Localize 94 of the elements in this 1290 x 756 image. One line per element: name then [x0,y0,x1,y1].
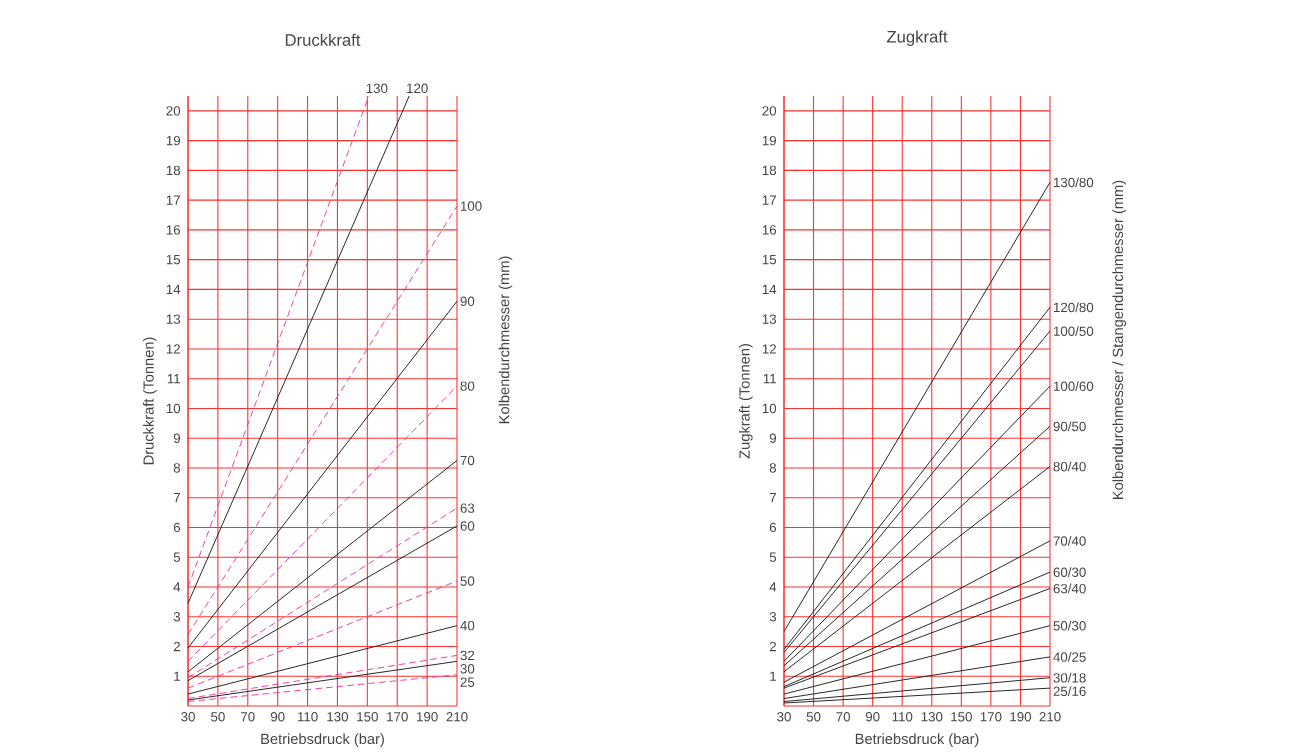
series-label: 70 [460,455,475,466]
y2-axis-title: Kolbendurchmesser (mm) [498,256,513,424]
series-label: 120/80 [1053,302,1094,313]
y-tick-label: 9 [769,433,777,443]
x-tick-label: 30 [181,712,195,722]
y-tick-label: 19 [762,135,777,146]
x-tick-label: 70 [836,712,851,722]
y-tick-label: 13 [166,314,181,324]
x-tick-label: 170 [387,712,408,722]
series-label: 100 [460,201,482,211]
y-tick-label: 18 [762,165,777,176]
y-tick-label: 17 [166,195,180,205]
y-tick-label: 3 [769,612,777,622]
y-tick-label: 11 [167,374,180,384]
series-label: 63 [460,503,475,513]
x-axis-title: Betriebsdruck (bar) [855,733,979,747]
x-tick-label: 110 [297,712,318,722]
y-tick-label: 16 [166,225,181,235]
y-tick-label: 4 [173,582,181,592]
y-tick-label: 1 [174,671,180,681]
y-tick-label: 10 [762,403,777,414]
series-label: 100/50 [1053,326,1094,336]
series-label: 30/18 [1053,672,1086,683]
chart-title: Zugkraft [886,30,948,46]
x-tick-label: 190 [1010,712,1032,722]
series-label: 90 [460,296,475,307]
x-tick-label: 150 [951,712,972,722]
x-tick-label: 210 [446,712,468,722]
y-tick-label: 1 [770,671,776,681]
y-tick-label: 2 [769,641,776,652]
y-tick-label: 6 [769,522,777,533]
y-tick-label: 17 [762,195,776,205]
y-tick-label: 7 [173,493,180,503]
y-tick-label: 9 [173,433,181,443]
series-label: 80/40 [1053,461,1086,472]
y-tick-label: 4 [769,582,777,592]
series-label: 40/25 [1053,651,1086,662]
x-tick-label: 70 [241,712,255,722]
series-label: 25 [460,677,475,687]
chart-title: Druckkraft [285,33,361,46]
y-tick-label: 12 [166,344,180,354]
y-axis-title: Zugkraft (Tonnen) [738,344,753,459]
x-tick-label: 170 [980,712,1002,722]
series-label: 130/80 [1053,177,1094,188]
series-label: 70/40 [1053,535,1086,546]
y-tick-label: 13 [762,314,777,324]
x-tick-label: 50 [211,712,225,722]
x-tick-label: 130 [921,712,943,722]
series-label: 120 [407,83,428,94]
series-label: 32 [460,650,475,661]
y-tick-label: 8 [769,463,777,473]
series-label: 25/16 [1053,686,1086,696]
y-tick-label: 16 [762,225,777,235]
series-label: 63/40 [1053,583,1086,594]
y-tick-label: 20 [762,106,777,116]
y-tick-label: 5 [173,552,181,562]
x-axis-title: Betriebsdruck (bar) [261,733,384,747]
y-axis-title: Druckkraft (Tonnen) [142,337,157,465]
y-tick-label: 20 [166,106,181,116]
series-label: 60/30 [1053,567,1086,577]
x-tick-label: 90 [270,712,285,722]
series-label: 60 [460,521,475,531]
series-label: 130 [366,83,388,94]
series-label: 80 [460,381,475,391]
y-tick-label: 2 [173,641,180,652]
x-tick-label: 210 [1039,712,1061,722]
y-tick-label: 5 [769,552,777,562]
x-tick-label: 90 [865,712,880,722]
x-tick-label: 190 [417,712,438,722]
y-tick-label: 11 [763,374,776,384]
series-label: 90/50 [1053,421,1086,432]
y-tick-label: 7 [769,493,776,503]
y-tick-label: 10 [166,403,181,414]
y2-axis-title: Kolbendurchmesser / Stangendurchmesser (mm) [1112,180,1126,499]
series-label: 40 [460,620,475,631]
y-tick-label: 15 [166,254,181,265]
y-tick-label: 6 [173,522,181,533]
y-tick-label: 3 [173,612,181,622]
x-tick-label: 30 [777,712,791,722]
y-tick-label: 8 [173,463,181,473]
series-label: 100/60 [1053,381,1094,391]
y-tick-label: 15 [762,254,777,265]
series-label: 30 [460,664,475,674]
y-tick-label: 12 [762,344,776,354]
y-tick-label: 14 [166,284,181,294]
series-label: 50/30 [1053,620,1086,631]
y-tick-label: 19 [166,135,181,146]
y-tick-label: 18 [166,165,181,176]
series-label: 50 [460,576,475,586]
x-tick-label: 50 [806,712,821,722]
x-tick-label: 130 [327,712,349,722]
x-tick-label: 150 [357,712,378,722]
y-tick-label: 14 [762,284,777,294]
x-tick-label: 110 [892,712,913,722]
